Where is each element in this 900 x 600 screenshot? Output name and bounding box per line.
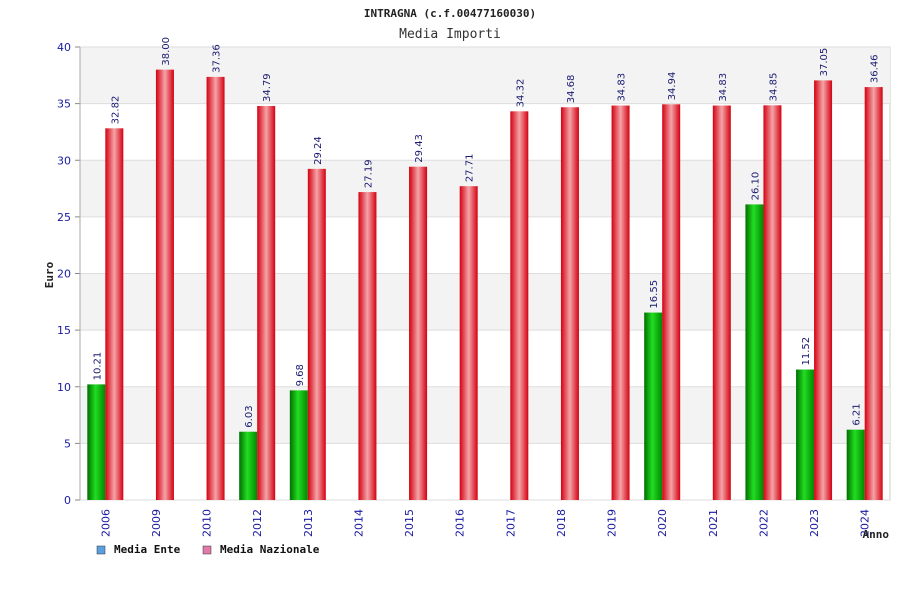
y-tick-label: 0: [64, 494, 71, 507]
x-tick-label: 2022: [757, 509, 770, 537]
x-tick-label: 2016: [454, 509, 467, 537]
bar-media-nazionale: [560, 107, 579, 501]
data-label-media-ente: 9.68: [295, 364, 306, 386]
y-tick-label: 25: [57, 211, 71, 224]
x-tick-label: 2013: [302, 509, 315, 537]
x-tick-label: 2018: [555, 509, 568, 537]
y-tick-label: 10: [57, 381, 71, 394]
x-tick-label: 2020: [656, 509, 669, 537]
y-tick-label: 40: [57, 41, 71, 54]
bars: 10.21 32.82 38.00 37.36 6.03 34.79 9.68 29.24 27…: [87, 37, 883, 501]
data-label-media-ente: 26.10: [750, 172, 761, 201]
legend-label-media-ente: Media Ente: [114, 543, 181, 556]
bar-media-ente: [846, 429, 865, 500]
data-label-media-ente: 11.52: [801, 337, 812, 366]
x-tick-label: 2010: [201, 509, 214, 537]
legend: Media Ente Media Nazionale: [96, 543, 320, 556]
x-axis: 2006 2009 2010 2012 2013 2014 2015 2016 2017 2018…: [99, 509, 871, 537]
bar-media-nazionale: [763, 105, 782, 500]
y-tick-label: 15: [57, 324, 71, 337]
bar-media-nazionale: [155, 69, 174, 501]
x-tick-label: 2024: [859, 509, 872, 537]
y-tick-label: 35: [57, 98, 71, 111]
chart-subtitle: Media Importi: [399, 27, 501, 42]
data-label-media-ente: 6.03: [244, 405, 255, 427]
bar-media-nazionale: [105, 128, 124, 500]
data-label-media-nazionale: 34.85: [768, 73, 779, 102]
bar-media-nazionale: [864, 87, 883, 500]
data-label-media-nazionale: 36.46: [870, 54, 881, 83]
x-axis-title: Anno: [863, 528, 890, 541]
bar-media-nazionale: [611, 105, 630, 501]
y-tick-label: 20: [57, 268, 71, 281]
chart-title: INTRAGNA (c.f.00477160030): [364, 7, 536, 20]
bar-media-nazionale: [257, 106, 276, 501]
legend-swatch-media-nazionale: [202, 545, 212, 555]
bar-media-ente: [644, 312, 663, 500]
bar-media-nazionale: [510, 111, 529, 501]
x-tick-label: 2017: [504, 509, 517, 537]
x-tick-label: 2014: [352, 509, 365, 537]
x-tick-label: 2019: [606, 509, 619, 537]
bar-media-ente: [289, 390, 308, 500]
data-label-media-nazionale: 34.68: [566, 75, 577, 104]
data-label-media-nazionale: 37.36: [212, 44, 223, 73]
bar-media-nazionale: [814, 80, 833, 500]
data-label-media-nazionale: 27.71: [465, 154, 476, 183]
x-tick-label: 2012: [251, 509, 264, 537]
data-label-media-nazionale: 27.19: [363, 159, 374, 188]
bar-media-nazionale: [409, 166, 428, 500]
data-label-media-nazionale: 29.24: [313, 136, 324, 165]
data-label-media-nazionale: 34.94: [667, 72, 678, 101]
bar-media-nazionale: [358, 192, 377, 501]
data-label-media-nazionale: 37.05: [819, 48, 830, 77]
bar-media-nazionale: [712, 105, 731, 501]
bar-media-nazionale: [206, 76, 225, 500]
data-label-media-ente: 16.55: [649, 280, 660, 309]
data-label-media-nazionale: 29.43: [414, 134, 425, 163]
bar-media-ente: [796, 369, 815, 500]
y-tick-label: 30: [57, 154, 71, 167]
data-label-media-nazionale: 34.79: [262, 73, 273, 102]
data-label-media-nazionale: 32.82: [110, 96, 121, 125]
bar-media-nazionale: [307, 168, 326, 500]
bar-media-nazionale: [662, 104, 681, 500]
bar-media-ente: [87, 384, 106, 500]
data-label-media-nazionale: 34.83: [617, 73, 628, 102]
legend-swatch-media-ente: [96, 545, 106, 555]
x-tick-label: 2009: [150, 509, 163, 537]
data-label-media-nazionale: 38.00: [161, 37, 172, 66]
legend-label-media-nazionale: Media Nazionale: [220, 543, 320, 556]
x-tick-label: 2015: [403, 509, 416, 537]
data-label-media-nazionale: 34.83: [718, 73, 729, 102]
y-axis-title: Euro: [43, 261, 56, 288]
x-tick-label: 2023: [808, 509, 821, 537]
bar-media-nazionale: [459, 186, 478, 500]
x-tick-label: 2021: [707, 509, 720, 537]
data-label-media-nazionale: 34.32: [515, 79, 526, 108]
x-tick-label: 2006: [99, 509, 112, 537]
bar-media-ente: [239, 431, 258, 500]
bar-media-ente: [745, 204, 764, 501]
y-tick-label: 5: [64, 437, 71, 450]
y-axis: 0 5 10 15 20 25 30 35 40: [57, 41, 81, 507]
data-label-media-ente: 10.21: [92, 352, 103, 381]
data-label-media-ente: 6.21: [852, 403, 863, 425]
